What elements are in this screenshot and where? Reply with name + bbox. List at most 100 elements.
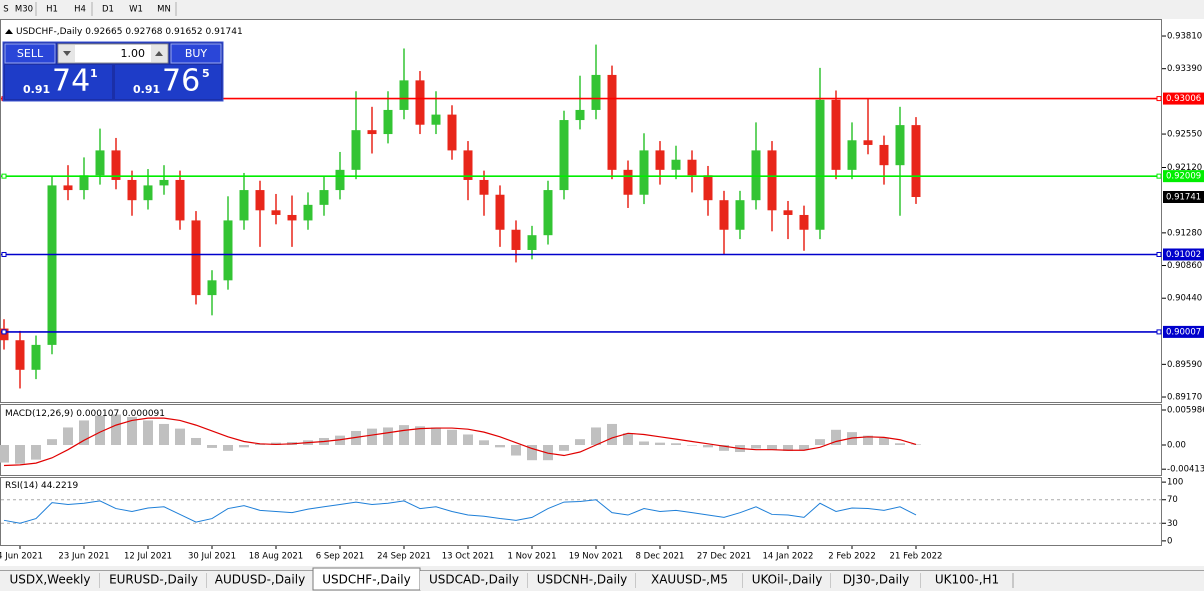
level-handle bbox=[1, 329, 7, 335]
candle-body bbox=[351, 130, 361, 170]
macd-bar bbox=[479, 440, 489, 445]
candle-body bbox=[95, 150, 105, 176]
macd-bar bbox=[143, 420, 153, 445]
low: 0.91652 bbox=[165, 27, 202, 37]
candle-body bbox=[735, 200, 745, 230]
level-handle bbox=[1156, 96, 1162, 102]
buy-price-box[interactable] bbox=[115, 65, 221, 99]
y-tick-label: 0.90860 bbox=[1167, 261, 1202, 271]
tab[interactable] bbox=[420, 571, 528, 590]
sell-label[interactable]: SELL bbox=[17, 47, 44, 60]
tab[interactable] bbox=[0, 571, 100, 590]
level-handle bbox=[1156, 173, 1162, 179]
tab-label[interactable]: USDCNH-,Daily bbox=[537, 573, 628, 587]
sell-sup: 1 bbox=[90, 67, 98, 80]
timeframe-button[interactable] bbox=[0, 1, 12, 17]
tab[interactable] bbox=[100, 571, 207, 590]
timeframe-label[interactable]: H1 bbox=[46, 5, 58, 15]
macd-bar bbox=[607, 423, 617, 445]
candle-body bbox=[527, 235, 537, 250]
macd-bar bbox=[447, 429, 457, 445]
signal-line bbox=[3, 417, 917, 467]
candle-body bbox=[15, 340, 25, 370]
macd-bar bbox=[0, 445, 9, 463]
tab-label[interactable]: UK100-,H1 bbox=[935, 573, 999, 587]
buy-sup: 5 bbox=[202, 67, 210, 80]
y-tick-label: 0.00 bbox=[1167, 441, 1186, 451]
candle-body bbox=[655, 150, 665, 170]
tab-label[interactable]: USDCAD-,Daily bbox=[429, 573, 519, 587]
timeframe-button[interactable] bbox=[40, 1, 64, 17]
sell-big: 74 bbox=[52, 64, 90, 99]
lot-down-icon bbox=[63, 51, 71, 56]
candle-body bbox=[63, 185, 73, 191]
candle-body bbox=[607, 74, 617, 170]
tab-label[interactable]: UKOil-,Daily bbox=[752, 573, 823, 587]
macd-bar bbox=[31, 445, 41, 460]
timeframe-button[interactable] bbox=[151, 1, 177, 17]
y-tick-label: 0.92550 bbox=[1167, 130, 1202, 140]
tab-label[interactable]: USDX,Weekly bbox=[10, 573, 91, 587]
candle-body bbox=[383, 109, 393, 135]
candle-body bbox=[191, 220, 201, 296]
macd-bar bbox=[655, 442, 665, 445]
macd-title: MACD(12,26,9) bbox=[5, 409, 73, 419]
trade-panel: SELL 1.00 BUY 0.91 74 1 0.91 76 5 bbox=[2, 41, 224, 102]
timeframe-button[interactable] bbox=[68, 1, 92, 17]
candle-body bbox=[815, 99, 825, 230]
timeframe-label[interactable]: H4 bbox=[74, 5, 86, 15]
candle-body bbox=[639, 150, 649, 195]
timeframe-label[interactable]: MN bbox=[157, 5, 171, 15]
candle-body bbox=[799, 214, 809, 230]
timeframe-button[interactable] bbox=[10, 1, 38, 17]
candle-body bbox=[671, 159, 681, 170]
candle-body bbox=[543, 190, 553, 236]
tab-label[interactable]: DJ30-,Daily bbox=[843, 573, 910, 587]
macd-bar bbox=[223, 445, 233, 451]
toolbar bbox=[0, 0, 1204, 18]
macd-bar bbox=[127, 416, 137, 445]
macd-bar bbox=[431, 427, 441, 445]
candle-body bbox=[783, 210, 793, 215]
buy-button[interactable] bbox=[170, 43, 222, 64]
tab[interactable] bbox=[636, 571, 743, 590]
x-tick-label: 18 Aug 2021 bbox=[249, 552, 303, 562]
macd-bar bbox=[719, 445, 729, 451]
timeframe-label[interactable]: D1 bbox=[102, 5, 114, 15]
chart-window bbox=[0, 19, 1204, 566]
candle-body bbox=[719, 200, 729, 230]
lot-input[interactable] bbox=[57, 43, 169, 64]
sell-button[interactable] bbox=[4, 43, 56, 64]
tab[interactable] bbox=[921, 571, 1013, 590]
timeframe-button[interactable] bbox=[96, 1, 120, 17]
tab[interactable] bbox=[207, 571, 313, 590]
tab-label[interactable]: EURUSD-,Daily bbox=[109, 573, 198, 587]
buy-label[interactable]: BUY bbox=[185, 47, 208, 60]
tab-label[interactable]: USDCHF-,Daily bbox=[322, 573, 410, 587]
macd-bar bbox=[639, 441, 649, 445]
macd-bar bbox=[559, 445, 569, 451]
timeframe-label[interactable]: W1 bbox=[129, 5, 143, 15]
lot-up-icon bbox=[155, 51, 163, 56]
timeframe-button[interactable] bbox=[124, 1, 148, 17]
candle-body bbox=[287, 214, 297, 221]
tab[interactable] bbox=[831, 571, 921, 590]
level-label: 0.92009 bbox=[1166, 172, 1201, 182]
timeframe-label[interactable]: M30 bbox=[15, 5, 33, 15]
tab-label[interactable]: AUDUSD-,Daily bbox=[215, 573, 305, 587]
open: 0.92665 bbox=[85, 27, 122, 37]
level-label-bg bbox=[1163, 92, 1204, 105]
plot-layer: 0.93810 0.93390 0.92550 0.92120 0.91280 0.908… bbox=[0, 32, 1204, 562]
candle-body bbox=[431, 114, 441, 125]
candle-body bbox=[879, 144, 889, 166]
sell-price-box[interactable] bbox=[5, 65, 112, 99]
macd-bar bbox=[687, 445, 697, 446]
macd-bar bbox=[879, 437, 889, 445]
candle-body bbox=[687, 159, 697, 176]
tab[interactable] bbox=[528, 571, 636, 590]
tab-label[interactable]: XAUUSD-,M5 bbox=[651, 573, 728, 587]
tab[interactable] bbox=[743, 571, 831, 590]
timeframe-label[interactable]: S bbox=[3, 5, 8, 15]
macd-bar bbox=[895, 443, 905, 445]
